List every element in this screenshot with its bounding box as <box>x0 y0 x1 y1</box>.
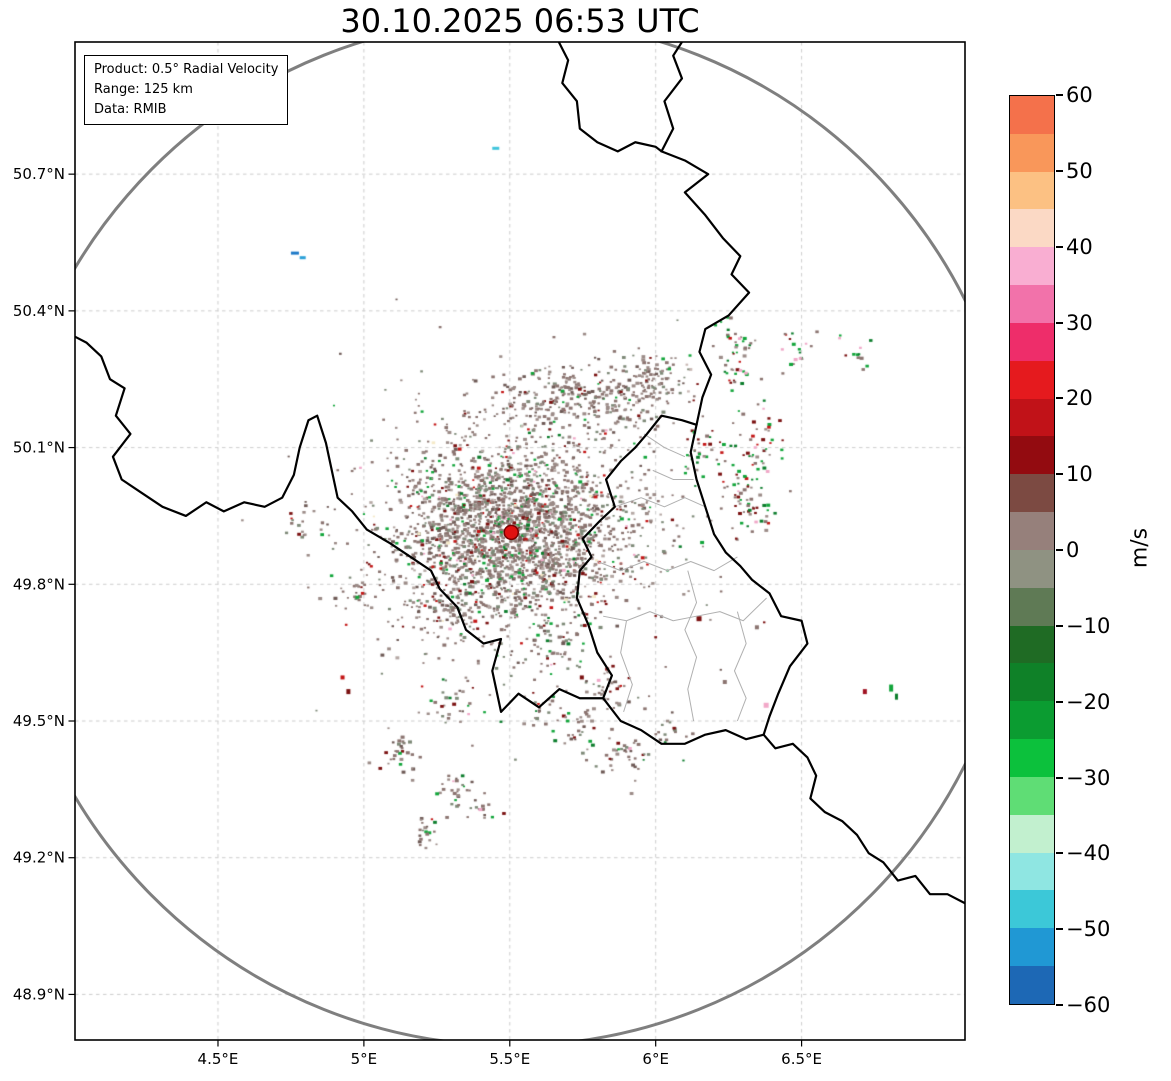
colorbar-tick-label: −20 <box>1066 689 1111 714</box>
colorbar-band <box>1010 360 1054 399</box>
colorbar <box>1009 95 1055 1005</box>
colorbar-band <box>1010 701 1054 740</box>
region-border-lux-canton-4 <box>620 620 633 713</box>
country-border-germany-netherlands <box>660 42 684 153</box>
colorbar-tick <box>1056 928 1063 931</box>
colorbar-band <box>1010 928 1054 967</box>
colorbar-tick <box>1056 245 1063 248</box>
country-border-france-luxembourg <box>602 697 765 745</box>
info-source-line: Data: RMIB <box>94 102 167 118</box>
colorbar-band <box>1010 549 1054 588</box>
colorbar-band <box>1010 474 1054 513</box>
country-border-belgium-germany <box>660 150 751 426</box>
radar-site-marker <box>503 524 519 541</box>
colorbar-band <box>1010 436 1054 475</box>
colorbar-tick <box>1056 700 1063 703</box>
country-border-belgium-luxembourg <box>575 414 698 700</box>
region-border-lux-canton-8 <box>643 433 686 458</box>
region-border-lux-canton-2 <box>603 597 767 622</box>
colorbar-tick-label: 50 <box>1066 158 1093 183</box>
colorbar-tick-label: 30 <box>1066 310 1093 335</box>
colorbar-tick-label: 60 <box>1066 83 1093 107</box>
region-border-lux-canton-1 <box>597 556 738 572</box>
colorbar-band <box>1010 209 1054 248</box>
colorbar-band <box>1010 814 1054 853</box>
colorbar-band <box>1010 663 1054 702</box>
country-border-france-belgium <box>75 335 605 713</box>
colorbar-band <box>1010 966 1054 1004</box>
colorbar-band <box>1010 587 1054 626</box>
y-axis-tick-label: 48.9°N <box>13 985 65 1003</box>
country-border-belgium-netherlands <box>557 42 663 153</box>
colorbar-tick-label: −10 <box>1066 613 1111 638</box>
region-border-lux-canton-7 <box>652 469 694 480</box>
region-border-lux-canton-3 <box>684 570 698 722</box>
colorbar-tick <box>1056 397 1063 400</box>
colorbar-band <box>1010 285 1054 323</box>
colorbar-band <box>1010 96 1054 134</box>
colorbar-band <box>1010 322 1054 361</box>
colorbar-tick-label: 10 <box>1066 462 1093 487</box>
colorbar-tick <box>1056 852 1063 855</box>
x-axis-tick-label: 5°E <box>351 1050 378 1068</box>
product-info-box: Product: 0.5° Radial Velocity Range: 125… <box>84 55 289 126</box>
colorbar-band <box>1010 512 1054 550</box>
colorbar-band <box>1010 625 1054 664</box>
x-axis-tick-label: 4.5°E <box>198 1050 239 1068</box>
colorbar-tick-label: 0 <box>1066 538 1080 562</box>
region-border-lux-canton-5 <box>733 611 747 722</box>
colorbar-tick-label: −30 <box>1066 765 1111 790</box>
colorbar-tick-label: 40 <box>1066 234 1093 259</box>
colorbar-tick <box>1056 624 1063 627</box>
y-axis-tick-label: 50.7°N <box>13 165 65 183</box>
colorbar-band <box>1010 171 1054 210</box>
colorbar-tick <box>1056 1004 1063 1006</box>
colorbar-band <box>1010 133 1054 172</box>
colorbar-band <box>1010 398 1054 437</box>
colorbar-tick-label: −60 <box>1066 993 1111 1017</box>
plot-frame <box>74 41 966 1041</box>
y-axis-tick-label: 50.4°N <box>13 302 65 320</box>
colorbar-band <box>1010 247 1054 286</box>
colorbar-band <box>1010 739 1054 777</box>
region-border-lux-canton-6 <box>614 497 706 508</box>
x-axis-tick-label: 6.5°E <box>781 1050 822 1068</box>
colorbar-band <box>1010 776 1054 815</box>
colorbar-tick <box>1056 321 1063 324</box>
y-axis-tick-label: 49.2°N <box>13 849 65 867</box>
colorbar-tick-label: 20 <box>1066 386 1093 411</box>
colorbar-band <box>1010 852 1054 891</box>
country-border-luxembourg-germany <box>689 423 809 736</box>
y-axis-tick-label: 49.8°N <box>13 575 65 593</box>
colorbar-tick <box>1056 776 1063 779</box>
info-product-line: Product: 0.5° Radial Velocity <box>94 62 279 77</box>
colorbar-tick <box>1056 473 1063 476</box>
colorbar-tick <box>1056 549 1063 551</box>
colorbar-tick <box>1056 94 1063 96</box>
colorbar-band <box>1010 890 1054 929</box>
y-axis-tick-label: 50.1°N <box>13 439 65 457</box>
figure-title: 30.10.2025 06:53 UTC <box>340 2 700 40</box>
y-axis-tick-label: 49.5°N <box>13 712 65 730</box>
colorbar-tick-label: −50 <box>1066 917 1111 942</box>
colorbar-tick <box>1056 169 1063 172</box>
country-border-france-germany <box>762 733 965 905</box>
colorbar-tick-label: −40 <box>1066 841 1111 866</box>
x-axis-tick-label: 6°E <box>642 1050 669 1068</box>
info-range-line: Range: 125 km <box>94 82 193 98</box>
x-axis-tick-label: 5.5°E <box>489 1050 530 1068</box>
